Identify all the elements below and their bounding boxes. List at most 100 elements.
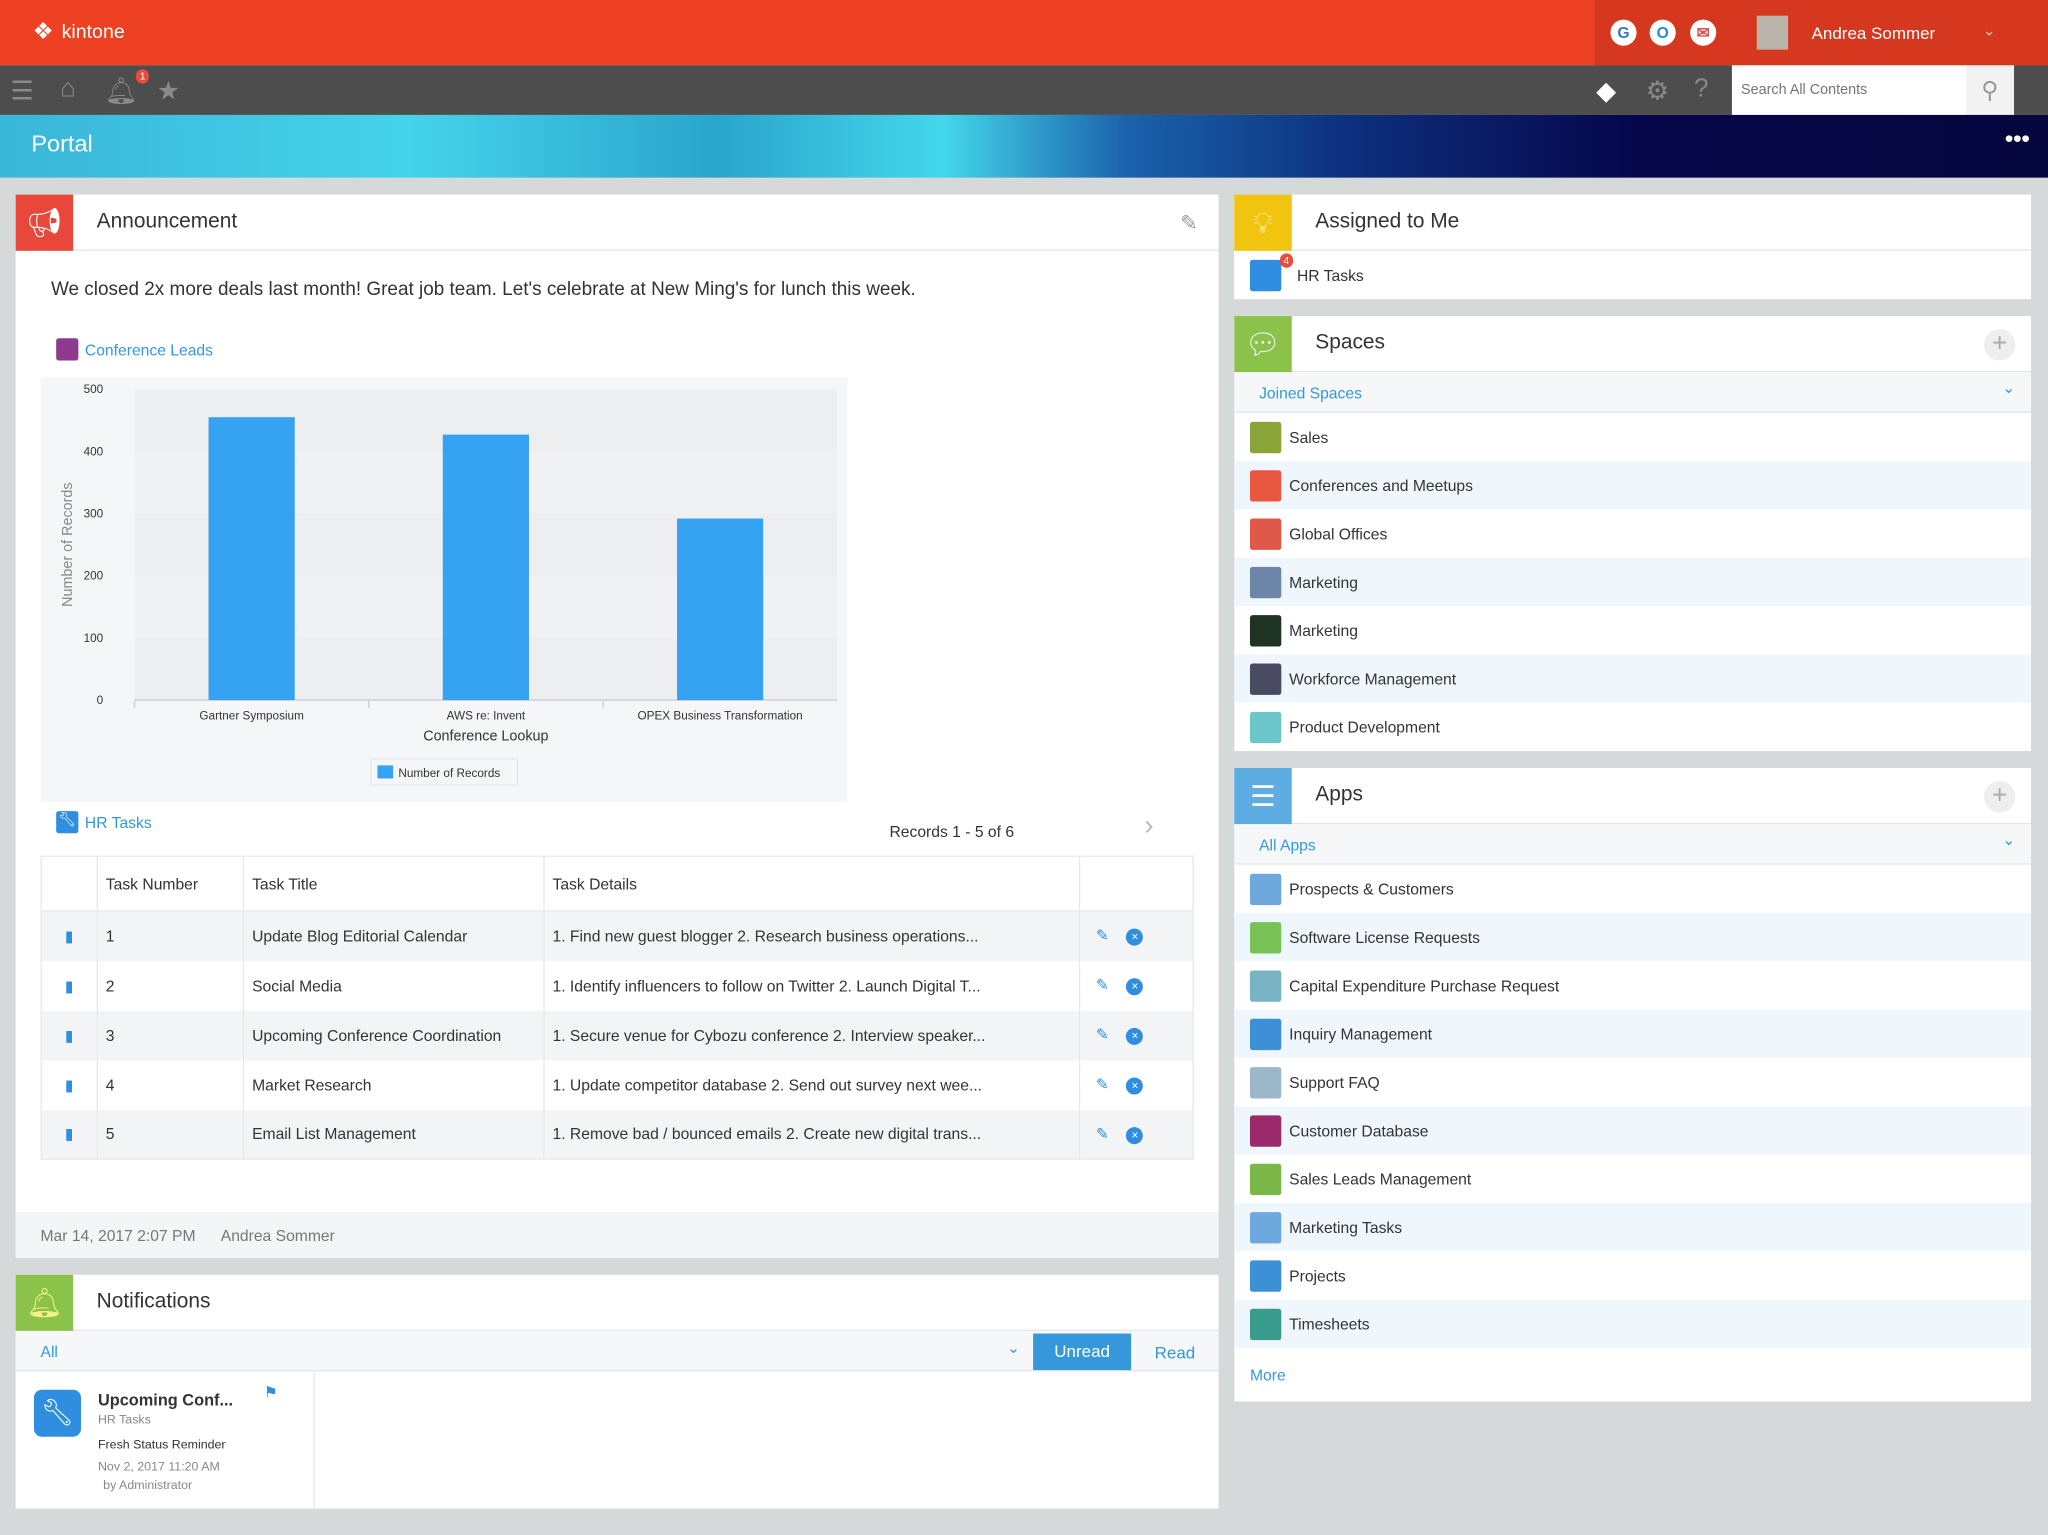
office-icon[interactable]: O bbox=[1649, 19, 1676, 46]
wrench-icon: 4 bbox=[1249, 252, 1294, 291]
delete-icon[interactable]: × bbox=[1126, 928, 1144, 946]
home-icon[interactable]: ⌂ bbox=[60, 74, 76, 104]
bar bbox=[208, 417, 295, 701]
delete-icon[interactable]: × bbox=[1126, 1027, 1144, 1045]
assigned-item-hr-tasks[interactable]: 4 HR Tasks bbox=[1234, 250, 2032, 300]
apps-item[interactable]: Timesheets bbox=[1234, 1299, 2032, 1348]
apps-item[interactable]: Software License Requests bbox=[1234, 912, 2032, 962]
edit-icon[interactable]: ✎ bbox=[1095, 975, 1109, 994]
conference-leads-link[interactable]: Conference Leads bbox=[56, 338, 213, 361]
add-space-button[interactable]: + bbox=[1983, 329, 2016, 361]
mail-icon[interactable]: ✉ bbox=[1690, 19, 1717, 46]
avatar[interactable] bbox=[1756, 15, 1789, 50]
edit-icon[interactable]: ✎ bbox=[1095, 1074, 1109, 1094]
spaces-item[interactable]: Marketing bbox=[1234, 557, 2032, 607]
graduation-cap-icon[interactable]: ◆ bbox=[1596, 77, 1617, 106]
spaces-item[interactable]: Sales bbox=[1234, 413, 2031, 461]
gear-icon[interactable]: ⚙ bbox=[1645, 77, 1670, 106]
record-icon[interactable]: ▮ bbox=[40, 960, 98, 1011]
apps-item[interactable]: Customer Database bbox=[1234, 1106, 2032, 1155]
notification-item[interactable]: 🔧︎ Upcoming Conf... ⚑ HR Tasks Fresh Sta… bbox=[16, 1372, 315, 1509]
apps-header: ☰ Apps + bbox=[1234, 767, 2032, 825]
apps-icon bbox=[1249, 1114, 1282, 1147]
menu-icon[interactable]: ☰ bbox=[10, 77, 34, 106]
next-page-icon[interactable]: › bbox=[1144, 808, 1154, 842]
edit-icon[interactable]: ✎ bbox=[1095, 926, 1109, 945]
spaces-item[interactable]: Marketing bbox=[1234, 606, 2031, 654]
spaces-item[interactable]: Global Offices bbox=[1234, 509, 2031, 557]
table-row[interactable]: ▮ 5 Email List Management 1. Remove bad … bbox=[40, 1109, 1194, 1160]
delete-icon[interactable]: × bbox=[1126, 1126, 1144, 1144]
apps-item[interactable]: Marketing Tasks bbox=[1234, 1202, 2032, 1252]
apps-item[interactable]: Capital Expenditure Purchase Request bbox=[1234, 961, 2031, 1009]
chevron-down-icon[interactable]: ⌄ bbox=[1007, 1338, 1021, 1358]
spaces-item[interactable]: Product Development bbox=[1234, 703, 2031, 751]
chevron-down-icon[interactable]: ⌄ bbox=[1982, 20, 1996, 40]
google-icon[interactable]: G bbox=[1610, 19, 1637, 46]
assigned-panel: 💡︎ Assigned to Me 4 HR Tasks bbox=[1234, 194, 2032, 300]
delete-icon[interactable]: × bbox=[1126, 978, 1144, 996]
add-app-button[interactable]: + bbox=[1983, 781, 2016, 813]
tab-unread[interactable]: Unread bbox=[1033, 1333, 1132, 1371]
search-input[interactable] bbox=[1731, 65, 1968, 115]
bell-icon[interactable]: 🔔︎ bbox=[104, 77, 138, 106]
table-row[interactable]: ▮ 4 Market Research 1. Update competitor… bbox=[40, 1059, 1194, 1110]
column-header[interactable]: Task Title bbox=[242, 856, 544, 912]
record-icon[interactable]: ▮ bbox=[40, 1059, 98, 1110]
task-details: 1. Update competitor database 2. Send ou… bbox=[543, 1059, 1080, 1110]
table-row[interactable]: ▮ 1 Update Blog Editorial Calendar 1. Fi… bbox=[40, 911, 1194, 961]
flag-icon[interactable]: ⚑ bbox=[263, 1383, 278, 1402]
edit-icon[interactable]: ✎ bbox=[1180, 212, 1198, 236]
spaces-icon bbox=[1249, 614, 1282, 646]
apps-item[interactable]: Projects bbox=[1234, 1251, 2031, 1299]
apps-item[interactable]: Inquiry Management bbox=[1234, 1009, 2032, 1058]
apps-item[interactable]: Support FAQ bbox=[1234, 1058, 2031, 1106]
posted-by[interactable]: Andrea Sommer bbox=[220, 1226, 335, 1245]
record-icon[interactable]: ▮ bbox=[40, 1010, 98, 1060]
table-row[interactable]: ▮ 2 Social Media 1. Identify influencers… bbox=[40, 960, 1194, 1011]
user-name[interactable]: Andrea Sommer bbox=[1811, 23, 1936, 44]
apps-icon bbox=[1249, 1308, 1282, 1340]
edit-icon[interactable]: ✎ bbox=[1095, 1025, 1109, 1044]
more-apps-link[interactable]: More bbox=[1249, 1366, 1286, 1385]
task-title: Email List Management bbox=[242, 1109, 544, 1160]
column-header[interactable]: Task Number bbox=[96, 856, 244, 912]
apps-item[interactable]: Sales Leads Management bbox=[1234, 1155, 2031, 1203]
spaces-item[interactable]: Workforce Management bbox=[1234, 654, 2032, 703]
tab-read[interactable]: Read bbox=[1154, 1342, 1196, 1363]
record-icon[interactable]: ▮ bbox=[40, 1109, 98, 1160]
task-details: 1. Secure venue for Cybozu conference 2.… bbox=[543, 1010, 1080, 1060]
table-row[interactable]: ▮ 3 Upcoming Conference Coordination 1. … bbox=[40, 1010, 1194, 1060]
record-icon[interactable]: ▮ bbox=[40, 911, 98, 961]
more-options-icon[interactable]: ••• bbox=[2005, 125, 2030, 152]
star-icon[interactable]: ★ bbox=[156, 77, 181, 106]
x-tick-label: OPEX Business Transformation bbox=[637, 710, 802, 723]
posted-at: Mar 14, 2017 2:07 PM bbox=[40, 1226, 196, 1245]
bell-icon: 🔔︎ bbox=[15, 1274, 74, 1331]
column-header[interactable]: Task Details bbox=[543, 856, 1080, 912]
wrench-icon: 🔧︎ bbox=[56, 811, 79, 834]
filter-dropdown[interactable]: All bbox=[40, 1342, 58, 1361]
spaces-list: Sales Conferences and Meetups Global Offic… bbox=[1234, 413, 2032, 751]
spaces-icon bbox=[1249, 566, 1282, 598]
notification-date: Nov 2, 2017 11:20 AM bbox=[97, 1460, 220, 1475]
task-number: 3 bbox=[96, 1010, 244, 1060]
app-icon bbox=[56, 338, 79, 361]
help-icon[interactable]: ? bbox=[1694, 74, 1709, 104]
search-icon: ⚲ bbox=[1981, 77, 1999, 104]
spaces-filter[interactable]: Joined Spaces ⌄ bbox=[1234, 372, 2032, 413]
records-count: Records 1 - 5 of 6 bbox=[889, 822, 1015, 842]
notification-author: by Administrator bbox=[103, 1478, 193, 1493]
apps-filter[interactable]: All Apps ⌄ bbox=[1234, 824, 2032, 865]
kintone-logo[interactable]: ❖ kintone bbox=[32, 18, 125, 45]
spaces-icon bbox=[1249, 662, 1282, 695]
edit-icon[interactable]: ✎ bbox=[1095, 1124, 1109, 1143]
spaces-item[interactable]: Conferences and Meetups bbox=[1234, 461, 2032, 510]
hr-tasks-link[interactable]: 🔧︎ HR Tasks bbox=[56, 811, 152, 834]
y-tick-label: 300 bbox=[84, 507, 104, 520]
delete-icon[interactable]: × bbox=[1126, 1077, 1144, 1095]
count-badge: 4 bbox=[1279, 252, 1294, 268]
apps-item[interactable]: Prospects & Customers bbox=[1234, 865, 2031, 913]
tasks-table: Task Number Task Title Task Details ▮ 1 … bbox=[40, 855, 1194, 1160]
search-button[interactable]: ⚲ bbox=[1965, 65, 2015, 115]
